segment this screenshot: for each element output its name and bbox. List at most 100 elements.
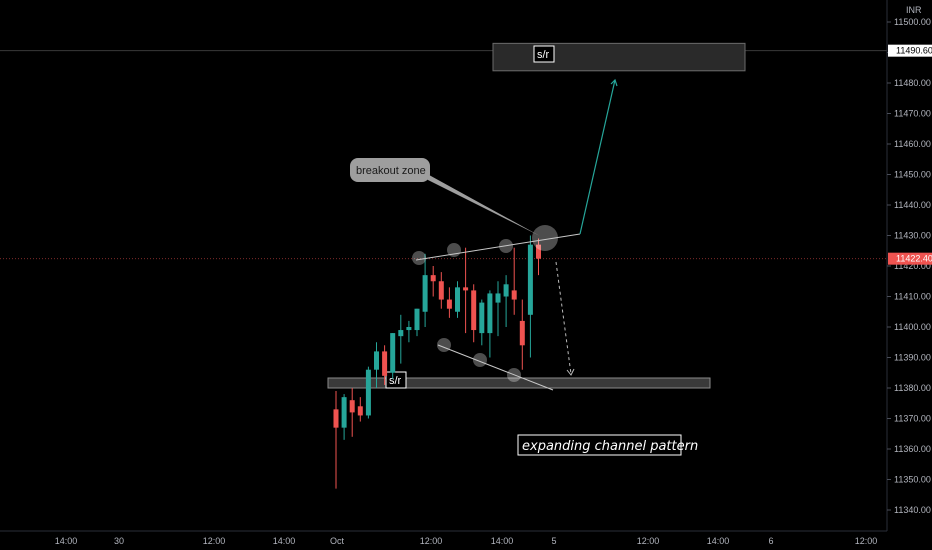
candle-body <box>495 293 501 303</box>
currency-label: INR <box>906 5 922 15</box>
sr-top-label: s/r <box>537 49 550 61</box>
pullback-arrow-down[interactable] <box>555 261 572 375</box>
upper-trendline[interactable] <box>415 233 581 261</box>
y-tick-label: 11470.00 <box>894 109 931 119</box>
pattern-highlights <box>412 225 558 382</box>
pattern-label[interactable]: expanding channel pattern <box>517 434 698 456</box>
candle[interactable] <box>390 333 396 379</box>
y-tick-label: 11380.00 <box>894 383 931 393</box>
candle-body <box>527 244 533 315</box>
highlight-circle <box>473 353 487 367</box>
candle[interactable] <box>430 266 436 297</box>
pattern-label-text: expanding channel pattern <box>522 439 698 454</box>
candle[interactable] <box>519 299 525 370</box>
candle-body <box>414 308 420 331</box>
sr-top-label-box <box>533 45 555 63</box>
candle-body <box>446 299 452 309</box>
callout-bubble <box>350 158 430 182</box>
candle[interactable] <box>374 342 379 388</box>
candle-body <box>406 327 412 331</box>
pattern-label-box <box>517 434 682 456</box>
candle[interactable] <box>479 299 485 346</box>
candles-group <box>333 235 541 489</box>
candle[interactable] <box>503 275 509 327</box>
x-tick-label: 12:00 <box>637 536 660 546</box>
candle-body <box>479 302 485 334</box>
x-tick-label: 12:00 <box>855 536 878 546</box>
candle-body <box>503 284 509 297</box>
candle[interactable] <box>463 247 469 334</box>
y-tick-label: 11400.00 <box>894 322 931 332</box>
x-tick-label: 12:00 <box>203 536 226 546</box>
candle-body <box>471 290 477 331</box>
svg-text:11490.60: 11490.60 <box>896 46 932 56</box>
y-tick-label: 11360.00 <box>894 444 931 454</box>
y-tick-label: 11430.00 <box>894 231 931 241</box>
breakout-zone-callout[interactable]: breakout zone <box>350 158 540 236</box>
candle-body <box>438 281 444 300</box>
callout-text: breakout zone <box>356 165 426 177</box>
candle-body <box>430 275 436 282</box>
candle[interactable] <box>471 284 477 343</box>
candle-body <box>374 351 379 370</box>
candle[interactable] <box>536 238 541 276</box>
y-tick-label: 11390.00 <box>894 353 931 363</box>
arrow-down-head <box>566 368 575 376</box>
sr-zone-bottom[interactable]: s/r <box>327 371 711 389</box>
y-tick-label: 11350.00 <box>894 475 931 485</box>
x-tick-label: 5 <box>551 536 556 546</box>
x-tick-label: 14:00 <box>491 536 514 546</box>
highlight-circle <box>532 225 558 251</box>
y-tick-label: 11420.00 <box>894 261 931 271</box>
y-tick-label: 11500.00 <box>894 17 931 27</box>
breakout-arrow-up[interactable] <box>579 79 616 235</box>
y-tick-label: 11440.00 <box>894 200 931 210</box>
candle[interactable] <box>341 394 347 440</box>
x-tick-label: 14:00 <box>273 536 296 546</box>
highlight-circle <box>412 251 426 265</box>
candle[interactable] <box>333 391 339 489</box>
x-tick-label: Oct <box>330 536 345 546</box>
current-price-tag: 11422.40 <box>888 252 932 265</box>
candle[interactable] <box>357 397 363 422</box>
candle-body <box>519 320 525 346</box>
candle[interactable] <box>382 345 388 385</box>
candle[interactable] <box>398 314 404 364</box>
candle-body <box>536 244 541 259</box>
candle-body <box>511 290 517 300</box>
candle[interactable] <box>349 388 355 437</box>
sr-bottom-label-box <box>385 371 407 389</box>
x-axis-ticks[interactable]: 14:00 30 12:00 14:00 Oct 12:00 14:00 5 12:00 14:0… <box>55 536 878 546</box>
candle-body <box>333 409 339 428</box>
y-tick-label: 11460.00 <box>894 139 931 149</box>
x-tick-label: 12:00 <box>420 536 443 546</box>
candle-body <box>398 330 404 337</box>
x-tick-label: 14:00 <box>707 536 730 546</box>
sr-bottom-zone-rect <box>327 377 711 389</box>
candle[interactable] <box>422 253 428 327</box>
candle[interactable] <box>527 235 533 358</box>
crosshair-price-tag: 11490.60 <box>888 44 932 57</box>
candle[interactable] <box>495 281 501 337</box>
candle-body <box>463 287 469 291</box>
candle[interactable] <box>511 247 517 315</box>
candle[interactable] <box>438 272 444 309</box>
candle[interactable] <box>414 308 420 337</box>
candle[interactable] <box>446 287 452 318</box>
y-tick-label: 11450.00 <box>894 170 931 180</box>
candle[interactable] <box>455 281 460 318</box>
sr-zone-top[interactable]: s/r <box>492 42 746 72</box>
sr-top-zone-rect <box>492 42 746 72</box>
candle-body <box>349 400 355 413</box>
candle[interactable] <box>365 366 371 419</box>
candle-body <box>487 293 493 334</box>
lower-trendline[interactable] <box>437 344 554 391</box>
y-tick-label: 11370.00 <box>894 414 931 424</box>
y-tick-label: 11410.00 <box>894 292 931 302</box>
candle-body <box>357 406 363 416</box>
candle-body <box>365 369 371 416</box>
candle[interactable] <box>406 320 412 343</box>
candle[interactable] <box>487 290 493 358</box>
sr-bottom-label: s/r <box>389 375 402 387</box>
